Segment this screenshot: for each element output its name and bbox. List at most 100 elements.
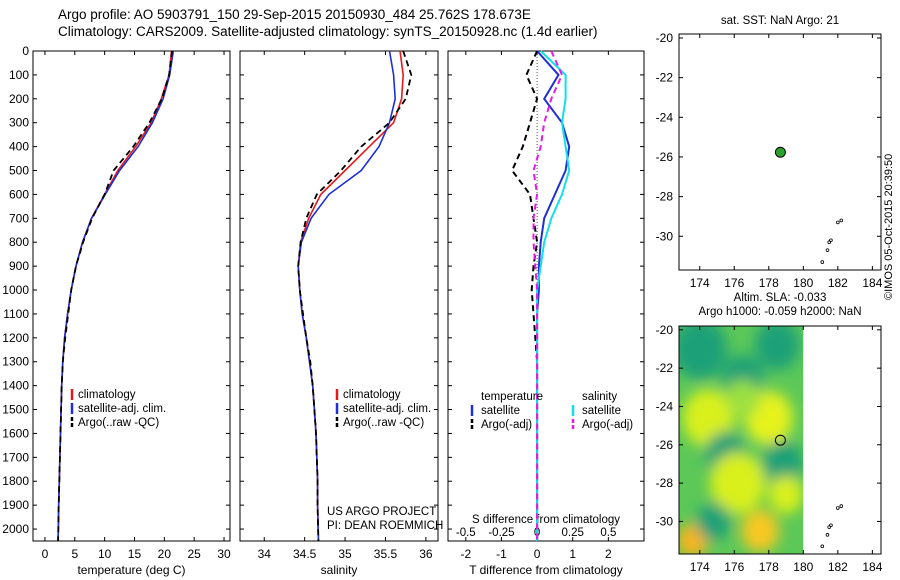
y-tick-label: 700 xyxy=(9,211,29,225)
y-tick-label: 300 xyxy=(9,116,29,130)
y-tick-label: -24 xyxy=(656,110,674,124)
sla-blob xyxy=(710,452,766,514)
x-tick-label: -2 xyxy=(460,547,471,561)
legend-title-salinity: salinity xyxy=(582,391,617,403)
sla-blob xyxy=(696,502,731,541)
track-point xyxy=(829,523,833,528)
legend-label: Argo(-adj) xyxy=(481,419,532,431)
y-tick-label: 200 xyxy=(9,92,29,106)
profile-panel-0: 0 5 10 15 20 25 300100200300400500600700800900… xyxy=(2,44,231,577)
y-tick-label: 1200 xyxy=(2,331,29,345)
x-top-tick-label: -0.5 xyxy=(456,527,476,539)
y-tick-label: -26 xyxy=(656,438,674,452)
x-tick-label: 174 xyxy=(690,276,710,290)
y-tick-label: 1400 xyxy=(2,379,29,393)
map-frame xyxy=(678,33,882,271)
x-tick-label: 10 xyxy=(98,547,112,561)
y-tick-label: 1300 xyxy=(2,355,29,369)
sla-blobs xyxy=(679,326,804,554)
map-panel-3: 174 176 178 180 182 184 -20 -22 -24 -26 -28 -30 sat.… xyxy=(656,15,883,290)
legend-title-temperature: temperature xyxy=(481,391,543,403)
sla-blob xyxy=(679,326,728,380)
plot-frame xyxy=(32,50,231,542)
x-tick-label: 178 xyxy=(759,276,779,290)
track-point xyxy=(825,533,830,537)
legend-label: satellite-adj. clim. xyxy=(78,403,166,415)
x-tick-label: 180 xyxy=(793,276,813,290)
legend-label: climatology xyxy=(343,389,401,401)
x-tick-label: 178 xyxy=(759,560,779,574)
series-line-2 xyxy=(297,50,413,542)
legend-label: satellite xyxy=(582,405,621,417)
track-point xyxy=(825,248,830,252)
chart-title-line-2: Climatology: CARS2009. Satellite-adjuste… xyxy=(58,24,598,39)
y-tick-label: 1600 xyxy=(2,426,29,440)
y-tick-label: -30 xyxy=(656,229,674,243)
plot-frame xyxy=(447,50,645,542)
y-tick-label: -20 xyxy=(656,323,674,337)
track-point xyxy=(827,240,832,245)
x-tick-label: 34 xyxy=(258,547,272,561)
chart-title-line-1: Argo profile: AO 5903791_150 29-Sep-2015… xyxy=(58,7,531,22)
y-tick-label: -24 xyxy=(656,399,674,413)
y-tick-label: 600 xyxy=(9,187,29,201)
legend-label: Argo(..raw -QC) xyxy=(343,417,424,429)
x-axis-label: temperature (deg C) xyxy=(77,563,185,577)
x-tick-label: 184 xyxy=(862,276,882,290)
x-tick-label: 182 xyxy=(828,560,848,574)
y-tick-label: 1000 xyxy=(2,283,29,297)
y-tick-label: 100 xyxy=(9,68,29,82)
y-tick-label: 900 xyxy=(9,259,29,273)
x-tick-label: 180 xyxy=(793,560,813,574)
x-tick-label: 30 xyxy=(217,547,231,561)
x-tick-label: 5 xyxy=(71,547,78,561)
y-tick-label: -26 xyxy=(656,150,674,164)
sla-field xyxy=(679,326,804,554)
x-tick-label: -1 xyxy=(496,547,507,561)
map-panel-4: 174 176 178 180 182 184 -20 -22 -24 -26 -28 -30 Alti… xyxy=(656,292,883,574)
series-line-3 xyxy=(532,50,564,541)
y-tick-label: 1500 xyxy=(2,403,29,417)
x-tick-label: 15 xyxy=(128,547,142,561)
x-tick-label: 176 xyxy=(724,560,744,574)
x-tick-label: 0 xyxy=(42,547,49,561)
y-tick-label: -28 xyxy=(656,476,674,490)
y-tick-label: 1800 xyxy=(2,474,29,488)
x-tick-label: 174 xyxy=(690,560,710,574)
x-tick-label: 2 xyxy=(605,547,612,561)
legend-label: satellite-adj. clim. xyxy=(343,403,431,415)
y-tick-label: 1700 xyxy=(2,450,29,464)
annotation-project: US ARGO PROJECT xyxy=(327,506,436,518)
x-tick-label: 34.5 xyxy=(293,547,317,561)
sla-blob xyxy=(754,326,800,371)
x-top-axis-label: S difference from climatology xyxy=(472,514,620,526)
x-tick-label: 25 xyxy=(188,547,202,561)
y-tick-label: -22 xyxy=(656,71,674,85)
x-top-tick-label: -0.25 xyxy=(488,527,514,539)
series-line-2 xyxy=(57,50,173,542)
x-tick-label: 182 xyxy=(828,276,848,290)
y-tick-label: -20 xyxy=(656,31,674,45)
sla-blob xyxy=(761,440,804,487)
x-top-tick-label: 0.5 xyxy=(600,527,616,539)
sla-blob xyxy=(768,475,804,514)
y-tick-label: -30 xyxy=(656,514,674,528)
y-tick-label: 1900 xyxy=(2,498,29,512)
y-tick-label: -22 xyxy=(656,361,674,375)
x-axis-label: salinity xyxy=(321,563,358,577)
x-tick-label: 184 xyxy=(862,560,882,574)
track-point xyxy=(827,525,832,529)
profile-panel-2: -2 -1 0 1 2 T difference from climatology -0.5… xyxy=(447,50,645,577)
track-point xyxy=(836,506,840,510)
y-tick-label: 800 xyxy=(9,235,29,249)
y-tick-label: -28 xyxy=(656,190,674,204)
map-frame xyxy=(678,325,882,555)
sla-blob xyxy=(725,379,761,418)
x-tick-label: 1 xyxy=(569,547,576,561)
map-subtitle: Argo h1000: -0.059 h2000: NaN xyxy=(698,306,861,318)
legend-label: Argo(-adj) xyxy=(582,419,633,431)
track-point xyxy=(839,218,844,223)
x-tick-label: 35.5 xyxy=(374,547,398,561)
argo-location-marker xyxy=(774,146,786,158)
